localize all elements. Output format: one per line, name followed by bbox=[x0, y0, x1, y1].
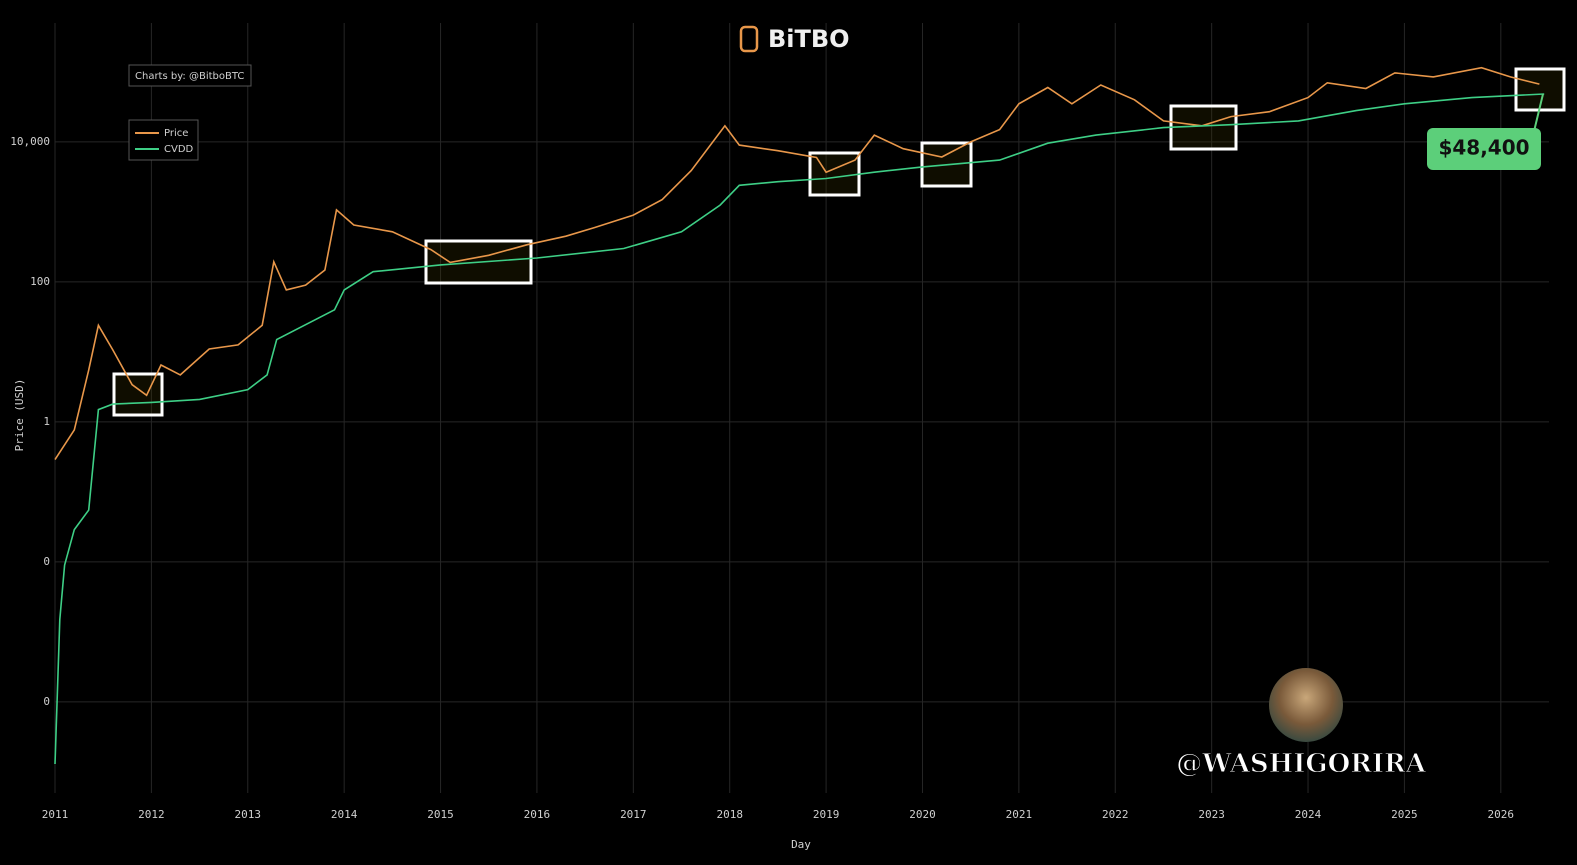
y-tick-label: 100 bbox=[30, 275, 50, 288]
series-line bbox=[54, 66, 1540, 461]
y-tick-label: 10,000 bbox=[10, 135, 50, 148]
x-tick-label: 2018 bbox=[716, 808, 743, 821]
x-axis-title: Day bbox=[791, 838, 811, 851]
x-tick-label: 2023 bbox=[1198, 808, 1225, 821]
legend-label: CVDD bbox=[164, 144, 194, 155]
callout-text: $48,400 bbox=[1438, 136, 1529, 160]
legend-box bbox=[128, 119, 199, 161]
y-axis-title: Price (USD) bbox=[13, 379, 26, 452]
legend-label: Price bbox=[164, 128, 188, 139]
watermark: @WASHIGORIRA bbox=[1176, 749, 1426, 779]
series-line bbox=[54, 93, 1545, 765]
x-tick-label: 2011 bbox=[42, 808, 69, 821]
x-tick-label: 2019 bbox=[813, 808, 840, 821]
x-tick-label: 2026 bbox=[1488, 808, 1515, 821]
callout: $48,400 bbox=[1427, 93, 1544, 170]
x-tick-label: 2024 bbox=[1295, 808, 1322, 821]
x-tick-label: 2013 bbox=[235, 808, 262, 821]
y-tick-label: 0 bbox=[43, 695, 50, 708]
highlight-box bbox=[112, 372, 164, 417]
x-tick-label: 2016 bbox=[524, 808, 551, 821]
logo: BiTBO bbox=[739, 25, 850, 53]
logo-text: BiTBO bbox=[768, 25, 850, 53]
x-tick-label: 2020 bbox=[909, 808, 936, 821]
x-tick-label: 2022 bbox=[1102, 808, 1129, 821]
callout-box bbox=[1427, 128, 1541, 170]
x-tick-label: 2025 bbox=[1391, 808, 1418, 821]
x-tick-label: 2014 bbox=[331, 808, 358, 821]
highlight-boxes bbox=[112, 67, 1566, 417]
y-tick-label: 1 bbox=[43, 415, 50, 428]
x-tick-label: 2017 bbox=[620, 808, 647, 821]
x-tick-label: 2021 bbox=[1006, 808, 1033, 821]
x-tick-label: 2015 bbox=[427, 808, 454, 821]
x-tick-label: 2012 bbox=[138, 808, 165, 821]
avatar bbox=[1269, 668, 1343, 742]
logo-icon bbox=[739, 25, 759, 53]
credit-box bbox=[128, 64, 252, 87]
y-tick-label: 0 bbox=[43, 555, 50, 568]
credit: Charts by: @BitboBTC bbox=[135, 71, 244, 82]
